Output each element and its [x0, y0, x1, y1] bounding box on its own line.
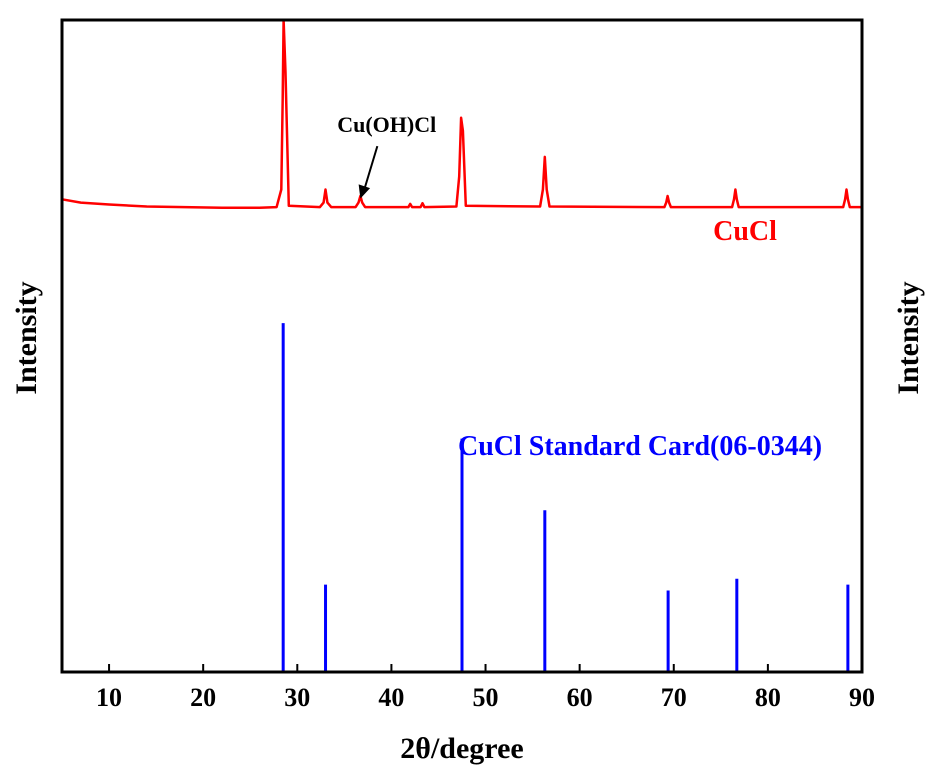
series-label-standard-card: CuCl Standard Card(06-0344): [458, 431, 822, 462]
annotation-arrow-line: [362, 145, 379, 193]
annotation-group: Cu(OH)Cl: [337, 112, 436, 199]
y-axis-label-right: Intensity: [892, 281, 925, 394]
annotation-arrow-head: [358, 184, 371, 199]
x-tick-label: 20: [190, 683, 216, 712]
x-tick-label: 10: [96, 683, 122, 712]
x-tick-label: 80: [755, 683, 781, 712]
x-tick-label: 50: [473, 683, 499, 712]
standard-card-pattern: [281, 323, 850, 672]
x-axis-label: 2θ/degree: [400, 732, 523, 765]
x-tick-label: 30: [284, 683, 310, 712]
x-tick-label: 40: [378, 683, 404, 712]
y-axis-label-left: Intensity: [10, 281, 43, 394]
x-tick-label: 70: [661, 683, 687, 712]
x-tick-label: 90: [849, 683, 875, 712]
x-tick-label: 60: [567, 683, 593, 712]
x-axis-ticks: 10 20 30 40 50 60 70 80 90: [96, 664, 875, 712]
cucl-line: [61, 18, 862, 210]
cucl-pattern: [61, 18, 862, 210]
annotation-label: Cu(OH)Cl: [337, 112, 436, 137]
plot-frame: [60, 18, 864, 674]
series-label-cucl: CuCl: [713, 216, 777, 247]
